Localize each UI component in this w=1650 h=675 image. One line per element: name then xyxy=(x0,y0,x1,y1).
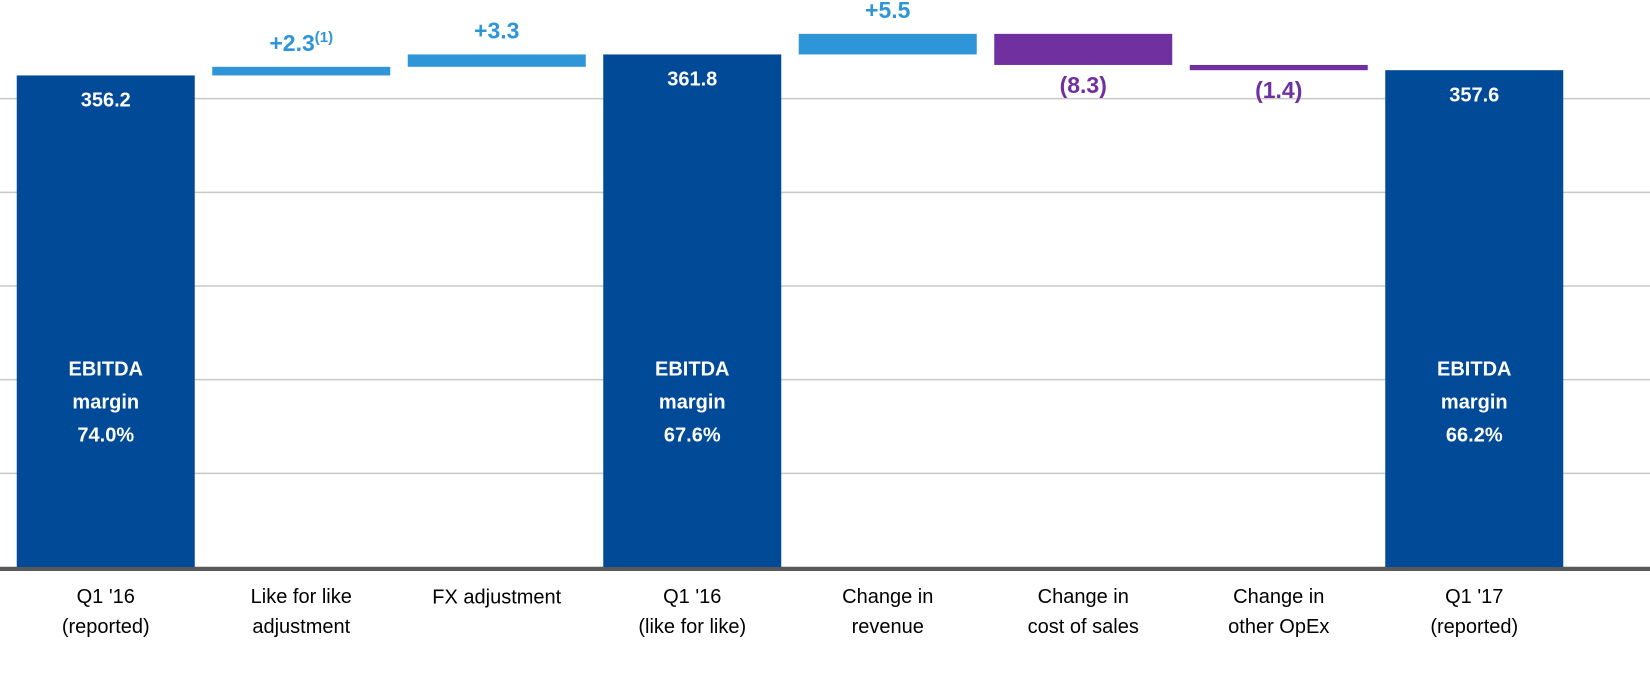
value-label: +5.5 xyxy=(865,0,911,23)
bar xyxy=(798,33,977,55)
label-line: Q1 '16 xyxy=(663,586,721,608)
value-label: 361.8 xyxy=(667,69,717,91)
bar xyxy=(1385,70,1564,567)
bar-annotation: margin xyxy=(659,391,726,413)
value-label-group: +2.3(1) xyxy=(269,29,333,56)
label-line: Q1 '16 xyxy=(77,586,135,608)
value-label: (1.4) xyxy=(1255,77,1302,103)
label-line: Change in xyxy=(1233,586,1324,608)
x-tick-label: Change in other OpEx xyxy=(1228,586,1329,638)
value-label: +2.3 xyxy=(269,30,314,56)
label-line: (reported) xyxy=(1430,616,1518,638)
x-tick-label: Like for like adjustment xyxy=(251,586,352,638)
x-tick-label: Change in cost of sales xyxy=(1028,586,1139,638)
value-label: 357.6 xyxy=(1449,84,1499,106)
label-line: Q1 '17 xyxy=(1445,586,1503,608)
value-label: 356.2 xyxy=(81,90,131,112)
label-line: adjustment xyxy=(252,616,350,638)
label-line: Change in xyxy=(1038,586,1129,608)
value-label: (8.3) xyxy=(1060,72,1107,98)
bar-annotation: EBITDA xyxy=(69,358,143,380)
x-tick-label: Q1 '16 (like for like) xyxy=(638,586,746,638)
bar xyxy=(994,33,1173,65)
label-line: Change in xyxy=(842,586,933,608)
bar xyxy=(212,66,391,76)
bar-annotation: margin xyxy=(72,391,139,413)
bar xyxy=(1189,64,1368,71)
x-tick-label: FX adjustment xyxy=(432,586,561,608)
x-tick-label: Q1 '16 (reported) xyxy=(62,586,150,638)
bar xyxy=(16,75,195,568)
bar-annotation: EBITDA xyxy=(655,358,729,380)
value-label: +3.3 xyxy=(474,18,519,44)
label-line: (like for like) xyxy=(638,616,746,638)
footnote-mark: (1) xyxy=(315,29,333,46)
bar-annotation: 67.6% xyxy=(664,424,721,446)
x-tick-label: Change in revenue xyxy=(842,586,933,638)
label-line: revenue xyxy=(852,616,924,638)
value-label-group: (8.3) xyxy=(1060,72,1107,98)
bar-annotation: EBITDA xyxy=(1437,358,1511,380)
bar-annotation: margin xyxy=(1441,391,1508,413)
bar-annotation: 66.2% xyxy=(1446,424,1503,446)
bar xyxy=(603,54,782,568)
bar xyxy=(407,54,586,67)
bar-annotation: 74.0% xyxy=(77,424,134,446)
value-label-group: +5.5 xyxy=(865,0,911,23)
label-line: cost of sales xyxy=(1028,616,1139,638)
label-line: (reported) xyxy=(62,616,150,638)
value-label-group: +3.3 xyxy=(474,18,519,44)
label-line: other OpEx xyxy=(1228,616,1329,638)
value-label-group: (1.4) xyxy=(1255,77,1302,103)
label-line: Like for like xyxy=(251,586,352,608)
x-tick-label: Q1 '17 (reported) xyxy=(1430,586,1518,638)
